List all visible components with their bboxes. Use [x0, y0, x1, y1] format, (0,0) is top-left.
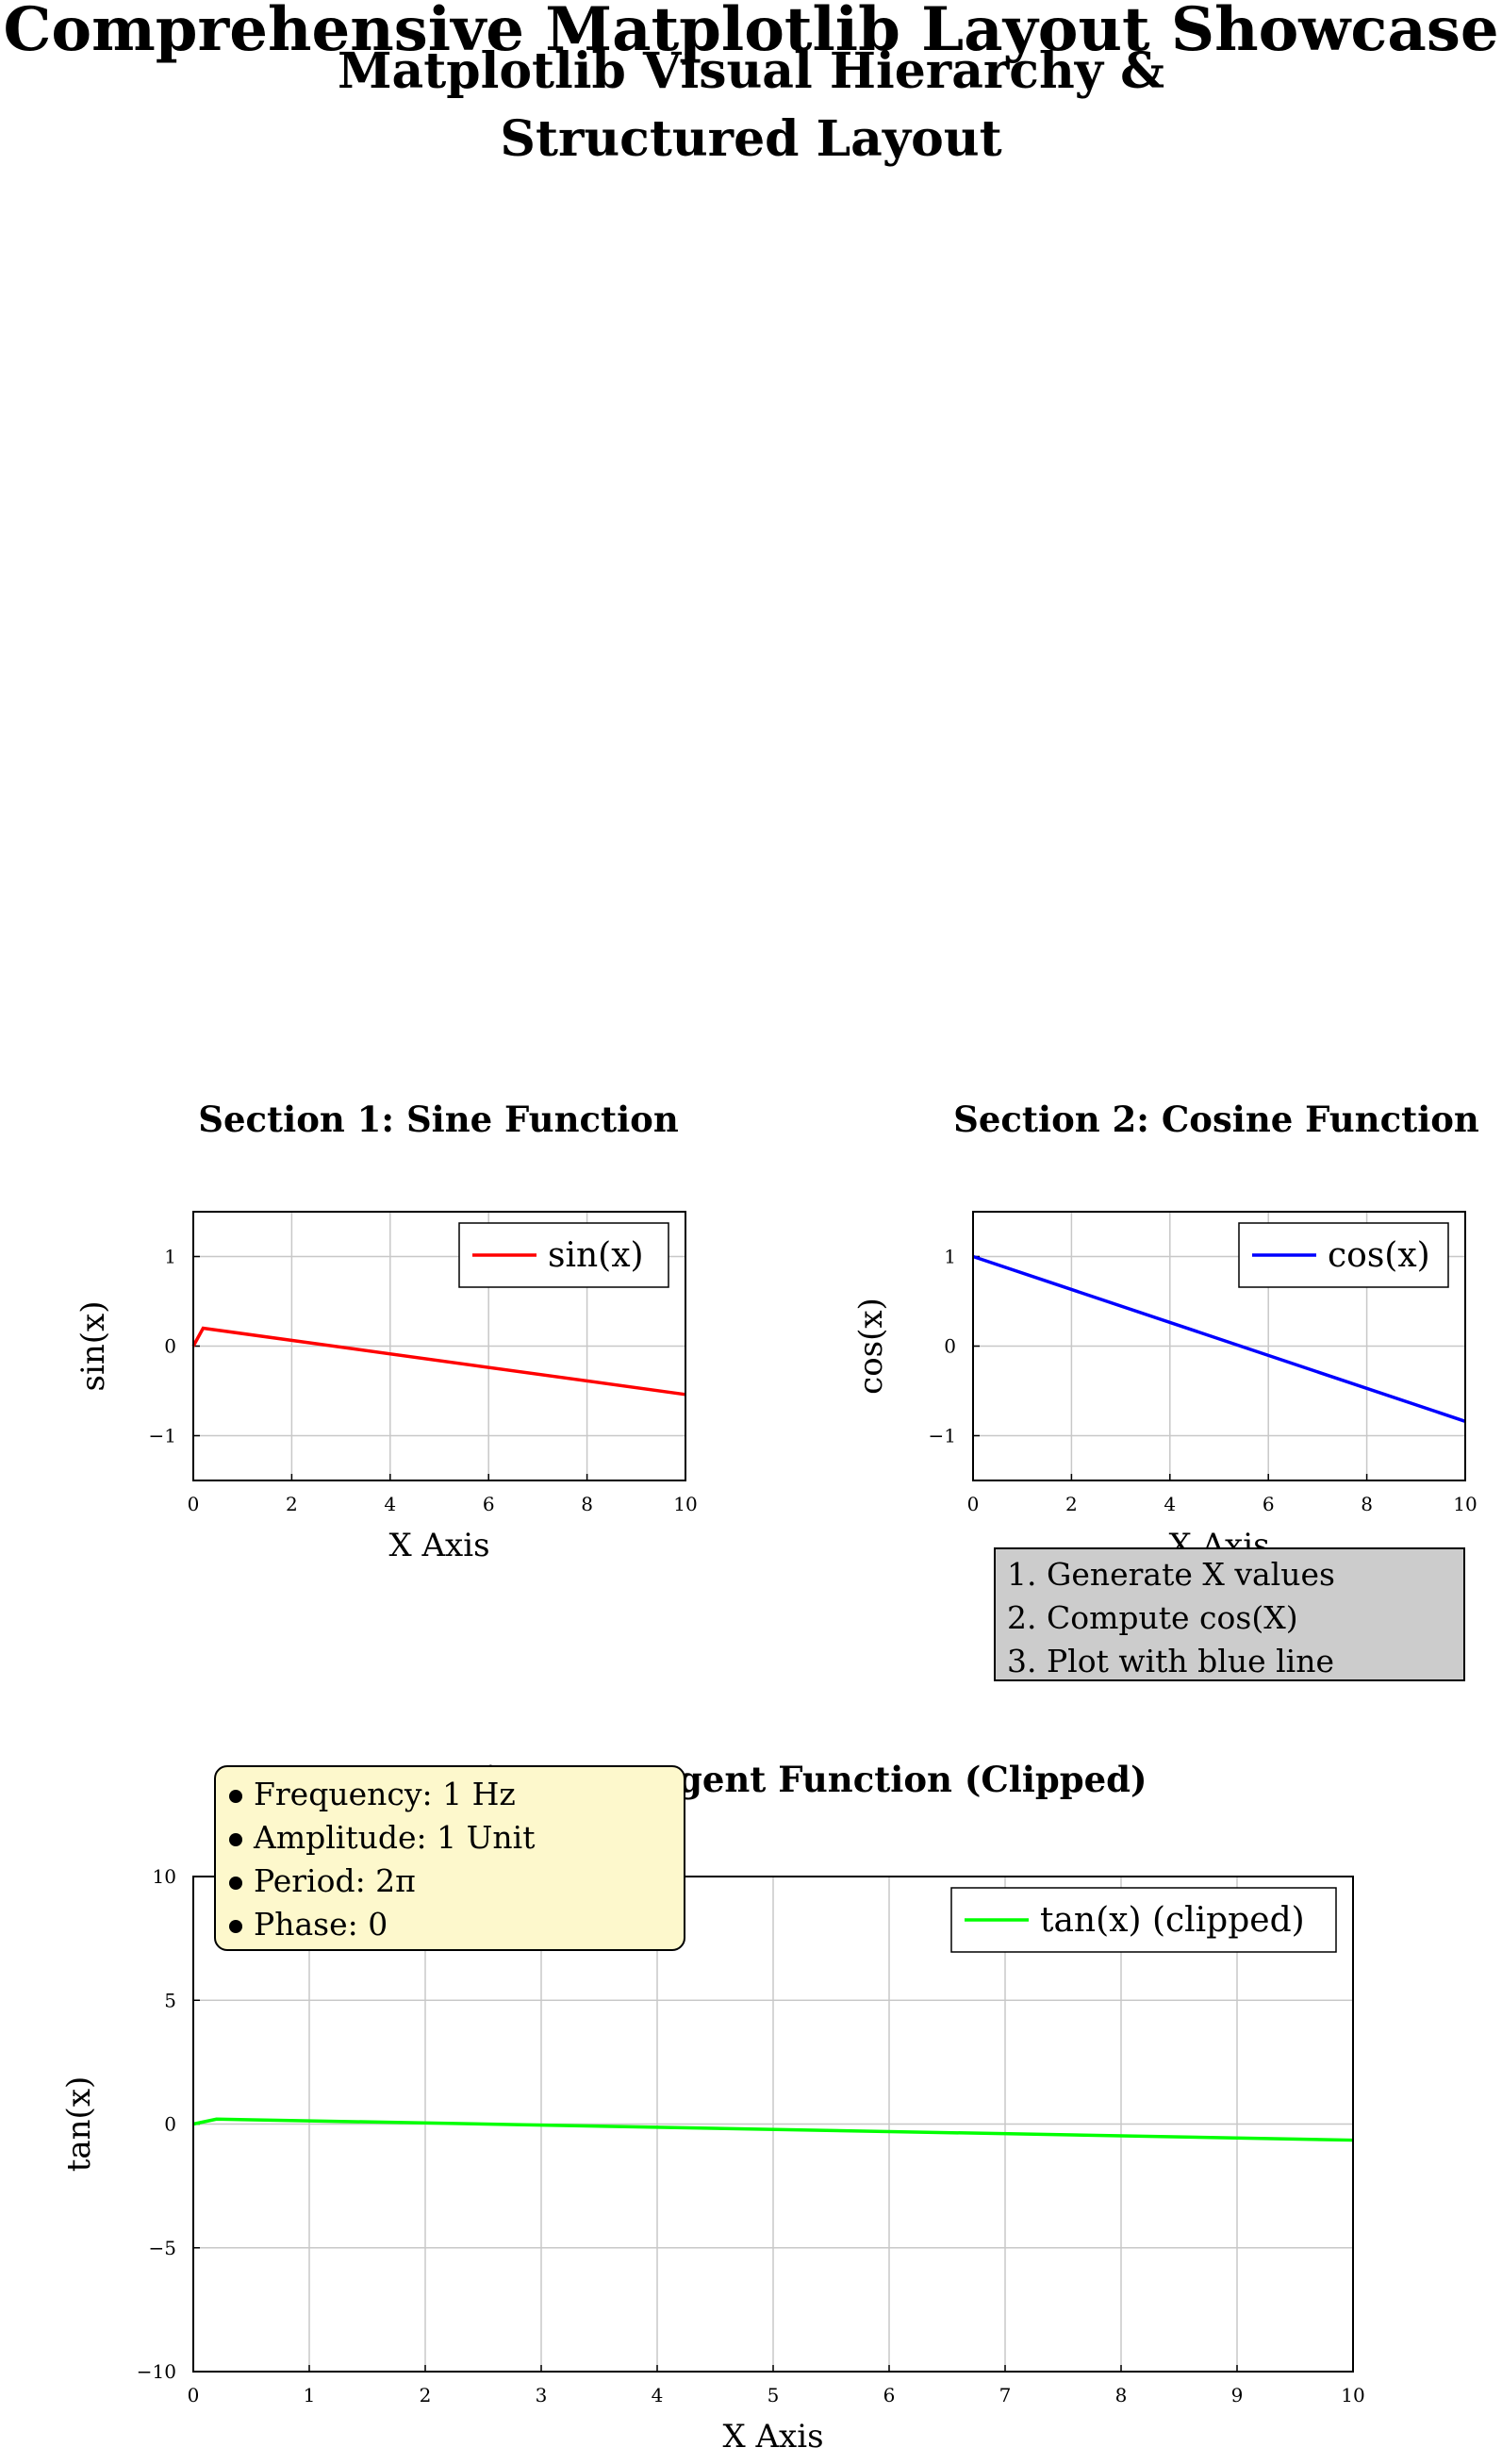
bullet-icon: [229, 1877, 242, 1890]
y-tick-label: 0: [164, 2113, 176, 2136]
x-tick-label: 10: [673, 1493, 697, 1515]
x-tick-label: 0: [188, 1493, 200, 1515]
chart-2-title: Section 2: Cosine Function: [953, 1099, 1479, 1140]
x-tick-label: 0: [967, 1493, 980, 1515]
y-axis-label: sin(x): [74, 1301, 112, 1392]
x-tick-label: 2: [420, 2384, 432, 2406]
y-axis-label: tan(x): [60, 2076, 98, 2173]
y-axis-label: cos(x): [852, 1298, 890, 1395]
chart-1-title: Section 1: Sine Function: [198, 1099, 679, 1140]
y-tick-label: −10: [137, 2360, 176, 2383]
axes-frame: [972, 1211, 1466, 1481]
y-tick-label: −5: [149, 2237, 176, 2259]
x-tick-label: 8: [1115, 2384, 1128, 2406]
figure-subtitle: Matplotlib Visual Hierarchy & Structured…: [337, 42, 1165, 168]
steps-note-item: 3. Plot with blue line: [1007, 1643, 1334, 1679]
x-tick-label: 2: [1065, 1493, 1078, 1515]
steps-note-item: 2. Compute cos(X): [1007, 1599, 1298, 1636]
x-tick-label: 4: [384, 1493, 396, 1515]
params-note-item: Phase: 0: [229, 1903, 670, 1946]
x-tick-label: 10: [1341, 2384, 1364, 2406]
y-tick-label: 5: [164, 1989, 176, 2011]
bullet-icon: [229, 1833, 242, 1846]
y-tick-label: 0: [944, 1335, 956, 1358]
x-axis-label: X Axis: [722, 2418, 823, 2456]
x-axis-label: X Axis: [388, 1527, 489, 1564]
legend-label: tan(x) (clipped): [1040, 1901, 1305, 1940]
x-tick-label: 6: [1263, 1493, 1275, 1515]
steps-note-box: 1. Generate X values 2. Compute cos(X) 3…: [994, 1547, 1465, 1681]
params-note-item: Amplitude: 1 Unit: [229, 1816, 670, 1860]
legend-label: sin(x): [548, 1236, 644, 1275]
figure-title: Comprehensive Matplotlib Layout Showcase: [3, 0, 1499, 65]
params-note-box: Frequency: 1 Hz Amplitude: 1 Unit Period…: [214, 1765, 685, 1951]
x-tick-label: 3: [536, 2384, 548, 2406]
bullet-icon: [229, 1790, 242, 1803]
tangent-chart: 0 1 2 3 4 5 6 7 8 9 10 −10 −5 0 5 10 X Axis tan(x) tan(x) …: [60, 1865, 1365, 2456]
legend-label: cos(x): [1328, 1236, 1430, 1275]
x-tick-label: 4: [1164, 1493, 1176, 1515]
x-tick-label: 8: [1361, 1493, 1373, 1515]
params-note-item: Period: 2π: [229, 1860, 670, 1903]
y-tick-label: 1: [164, 1246, 176, 1268]
x-tick-label: 5: [768, 2384, 780, 2406]
axes-frame: [192, 1876, 1354, 2373]
y-tick-label: 1: [944, 1246, 956, 1268]
x-tick-label: 7: [999, 2384, 1012, 2406]
y-tick-label: −1: [149, 1425, 176, 1447]
series-line: [972, 1254, 1466, 1423]
x-tick-label: 1: [304, 2384, 316, 2406]
x-tick-label: 9: [1231, 2384, 1244, 2406]
x-tick-label: 0: [188, 2384, 200, 2406]
axes-frame: [192, 1211, 686, 1481]
x-tick-label: 10: [1453, 1493, 1477, 1515]
y-tick-label: −1: [929, 1425, 956, 1447]
series-line: [192, 2117, 1354, 2142]
steps-note-item: 1. Generate X values: [1007, 1556, 1335, 1593]
sine-chart: 0 2 4 6 8 10 −1 0 1 X Axis sin(x) sin(x): [74, 1211, 698, 1564]
params-note-item: Frequency: 1 Hz: [229, 1773, 670, 1816]
x-tick-label: 4: [652, 2384, 664, 2406]
y-tick-label: 10: [153, 1865, 176, 1888]
bullet-icon: [229, 1920, 242, 1933]
x-tick-label: 6: [883, 2384, 896, 2406]
x-tick-label: 6: [483, 1493, 495, 1515]
x-tick-label: 2: [286, 1493, 298, 1515]
y-tick-label: 0: [164, 1335, 176, 1358]
series-line: [191, 1326, 686, 1397]
x-tick-label: 8: [581, 1493, 593, 1515]
